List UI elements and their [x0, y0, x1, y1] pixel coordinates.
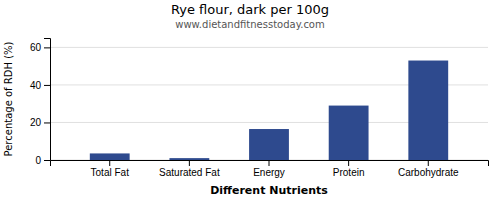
tick: Protein [333, 160, 365, 178]
axis-line [44, 39, 51, 161]
tick-label: Total Fat [91, 167, 130, 178]
bar [90, 153, 130, 160]
tick: 60 [30, 42, 50, 53]
tick-label: Protein [333, 167, 365, 178]
axis-line [51, 161, 489, 167]
title: Rye flour, dark per 100g [171, 2, 329, 17]
subtitle: www.dietandfitnesstoday.com [175, 19, 324, 30]
tick-label: Carbohydrate [398, 167, 459, 178]
tick-mark [44, 160, 50, 161]
bar [329, 106, 369, 160]
y-axis-title: Percentage of RDH (%) [3, 41, 14, 156]
tick: 20 [30, 117, 50, 128]
bar [249, 129, 289, 160]
tick-label: 40 [30, 80, 42, 91]
bar [169, 158, 209, 160]
tick: Carbohydrate [398, 160, 459, 178]
tick: Total Fat [91, 160, 130, 178]
tick: Saturated Fat [159, 160, 220, 178]
grid [50, 47, 488, 160]
tick: 40 [30, 80, 50, 91]
tick-label: 0 [35, 155, 41, 166]
tick: 0 [35, 155, 50, 166]
grid-line [50, 47, 488, 48]
tick-label: Saturated Fat [159, 167, 220, 178]
x-axis-title: Different Nutrients [210, 184, 328, 197]
x-axis: Total Fat Saturated Fat Energy Protein Carbo… [51, 160, 489, 178]
tick-label: Energy [253, 167, 285, 178]
bars [90, 61, 448, 160]
tick-mark [109, 160, 110, 166]
tick-mark [44, 47, 50, 48]
tick-label: 20 [30, 117, 42, 128]
tick-mark [44, 122, 50, 123]
tick-mark [44, 85, 50, 86]
chart: Total Fat Saturated Fat Energy Protein Carbo… [0, 0, 500, 200]
tick: Energy [253, 160, 285, 178]
bar [408, 61, 448, 160]
plot: Total Fat Saturated Fat Energy Protein Carbo… [30, 39, 489, 179]
tick-mark [428, 160, 429, 166]
tick-mark [189, 160, 190, 166]
y-axis: 0 20 40 60 [30, 39, 51, 166]
tick-mark [348, 160, 349, 166]
tick-label: 60 [30, 42, 42, 53]
tick-mark [269, 160, 270, 166]
